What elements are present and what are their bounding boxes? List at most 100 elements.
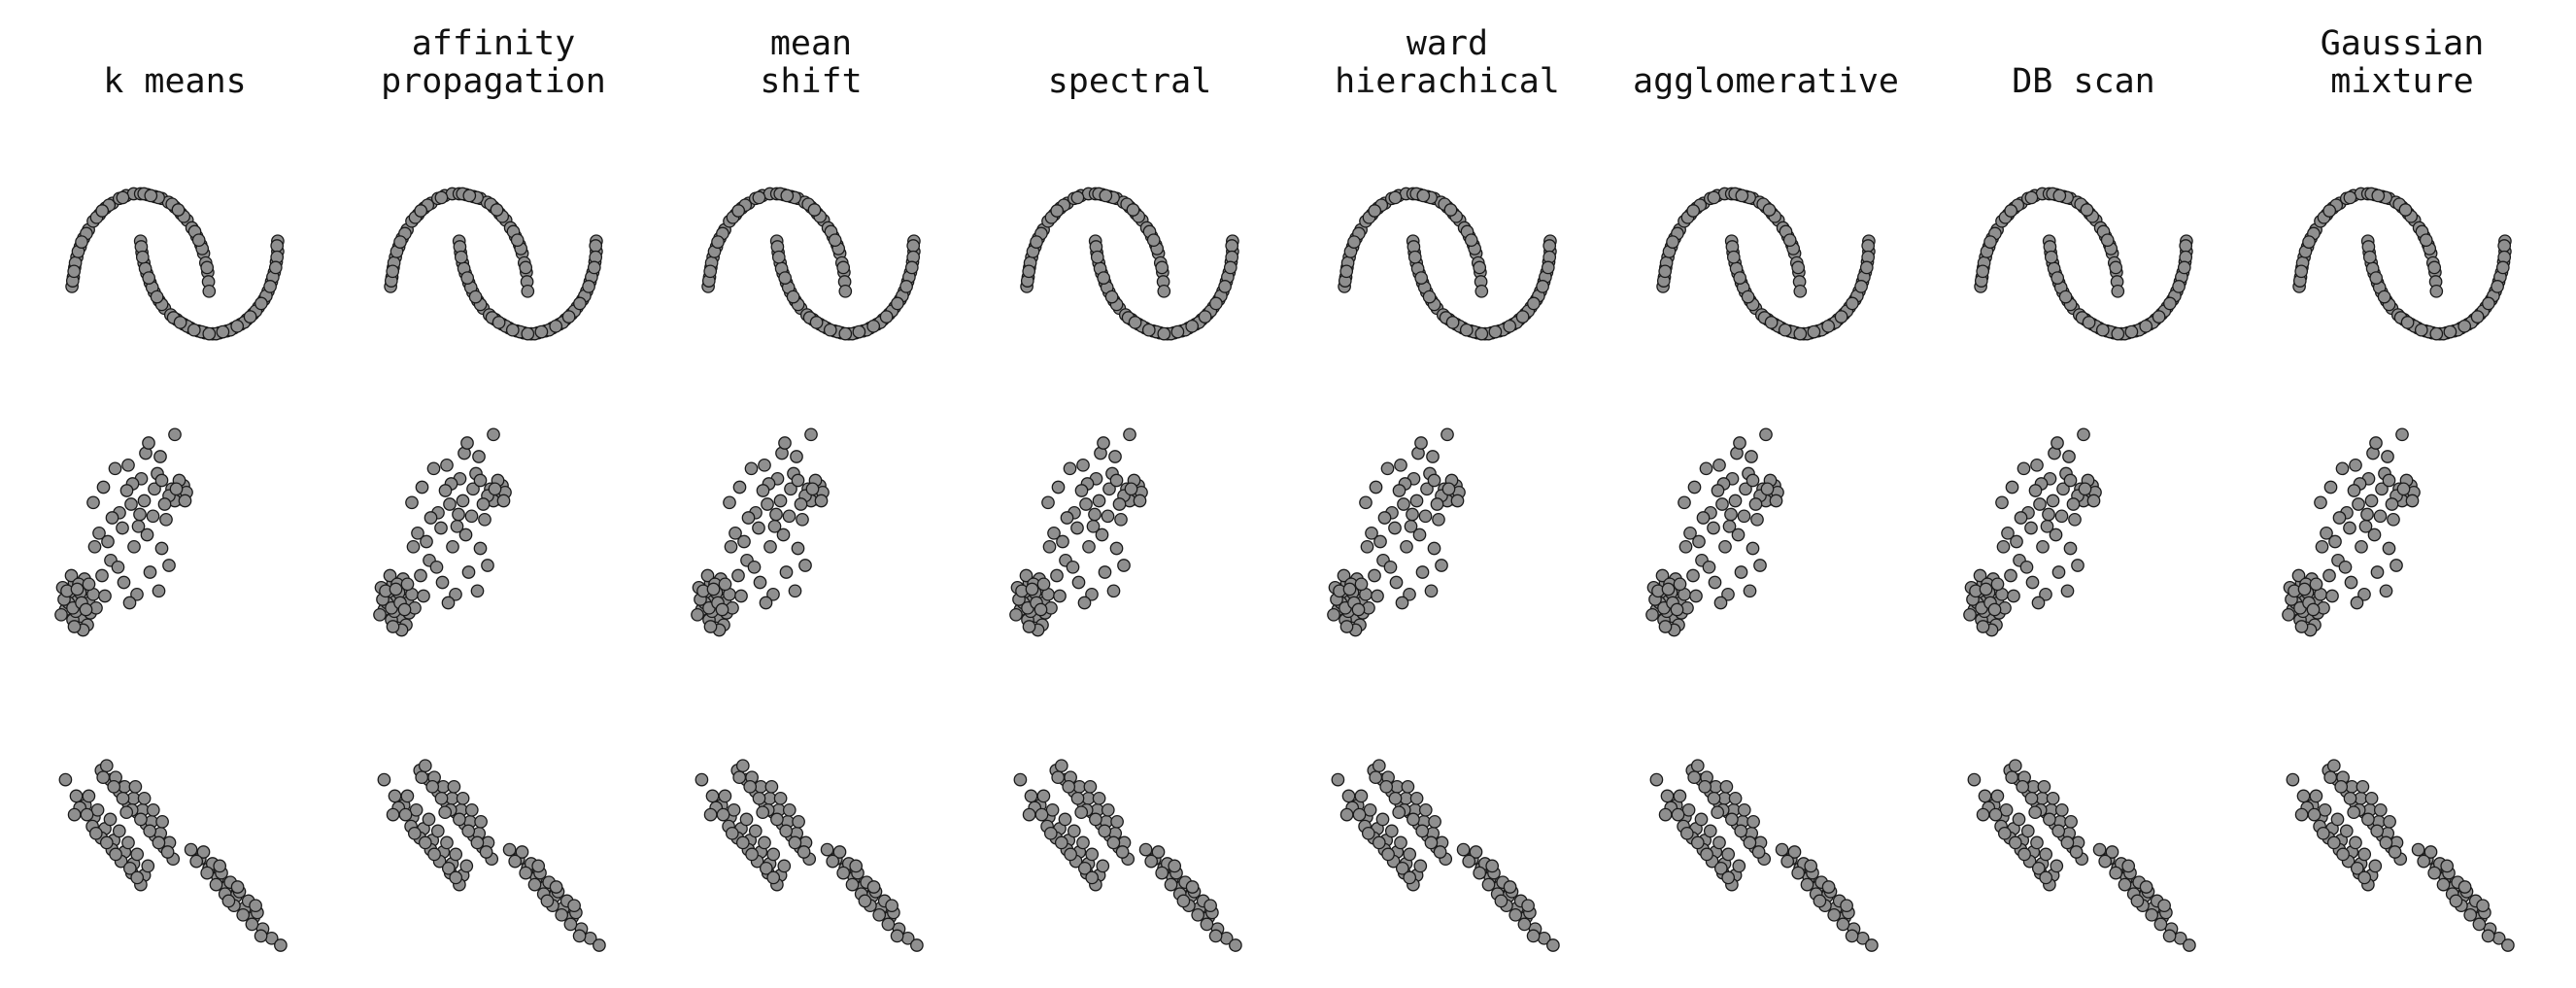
scatter-point	[103, 812, 118, 827]
scatter-point	[1840, 899, 1853, 913]
scatter-point	[1748, 497, 1763, 511]
scatter-point	[2379, 835, 2393, 850]
scatter-point	[2066, 497, 2081, 511]
scatter-point	[745, 847, 759, 862]
scatter-point	[2414, 323, 2428, 337]
scatter-point	[2339, 824, 2354, 838]
scatter-point	[2051, 436, 2064, 450]
scatter-point	[1713, 861, 1728, 875]
scatter-point	[2370, 565, 2385, 579]
scatter-point	[2051, 824, 2066, 838]
scatter-point	[191, 233, 206, 248]
scatter-point	[1070, 791, 1085, 805]
scatter-point	[397, 602, 412, 617]
scatter-panel	[2286, 759, 2515, 952]
column-title-line: ward	[1407, 24, 1488, 63]
scatter-point	[732, 770, 747, 785]
scatter-point	[1690, 835, 1705, 850]
scatter-point	[2326, 835, 2341, 850]
scatter-point	[58, 772, 73, 787]
scatter-point	[2036, 539, 2050, 554]
scatter-point	[1739, 482, 1752, 496]
scatter-point	[142, 436, 155, 450]
scatter-point	[488, 482, 502, 496]
scatter-point	[1997, 826, 2012, 840]
scatter-point	[1074, 805, 1089, 820]
scatter-point	[1070, 190, 1085, 205]
scatter-point	[759, 861, 773, 875]
scatter-point	[763, 539, 777, 554]
scatter-point	[2286, 772, 2300, 787]
scatter-point	[2364, 494, 2379, 508]
scatter-point	[2024, 791, 2039, 805]
scatter-point	[143, 565, 157, 579]
scatter-point	[1546, 938, 1560, 952]
scatter-point	[443, 497, 457, 511]
scatter-point	[1541, 260, 1555, 275]
scatter-point	[1666, 235, 1679, 249]
scatter-point	[1354, 577, 1369, 592]
scatter-point	[427, 847, 441, 862]
scatter-point	[1176, 894, 1191, 908]
scatter-point	[743, 779, 758, 794]
scatter-point	[1368, 568, 1381, 583]
scatter-point	[1352, 807, 1367, 822]
scatter-point	[2476, 899, 2490, 913]
scatter-point	[1791, 260, 1806, 275]
scatter-point	[2383, 814, 2396, 829]
scatter-point	[1415, 565, 1430, 579]
column-title-line: affinity	[412, 24, 576, 63]
scatter-point	[1168, 859, 1182, 873]
scatter-point	[718, 577, 732, 592]
scatter-point	[1655, 568, 1670, 583]
scatter-point	[1764, 316, 1779, 329]
scatter-point	[2068, 512, 2082, 527]
scatter-point	[1368, 204, 1382, 218]
scatter-point	[1859, 260, 1874, 275]
scatter-point	[1678, 495, 1691, 510]
scatter-point	[761, 497, 774, 511]
scatter-point	[202, 326, 217, 341]
scatter-point	[200, 866, 215, 880]
scatter-point	[1110, 814, 1124, 829]
scatter-point	[116, 521, 129, 535]
scatter-point	[1056, 534, 1069, 549]
scatter-point	[95, 568, 109, 583]
scatter-point	[2427, 866, 2442, 880]
scatter-point	[1198, 310, 1212, 324]
scatter-point	[1800, 877, 1814, 892]
scatter-point	[1527, 296, 1541, 311]
scatter-point	[1067, 824, 1081, 838]
scatter-point	[1737, 509, 1751, 524]
scatter-point	[1967, 772, 1982, 787]
scatter-point	[1089, 812, 1102, 827]
column-title-line: k means	[103, 62, 247, 101]
scatter-point	[92, 526, 106, 540]
scatter-point	[141, 859, 155, 873]
scatter-point	[910, 938, 924, 952]
scatter-point	[1331, 772, 1345, 787]
scatter-point	[1371, 589, 1384, 603]
scatter-point	[2352, 497, 2365, 511]
scatter-point	[1973, 568, 1987, 583]
scatter-point	[2291, 568, 2306, 583]
scatter-point	[814, 494, 829, 508]
scatter-point	[2373, 509, 2388, 524]
scatter-point	[2328, 534, 2342, 549]
scatter-point	[2356, 779, 2370, 794]
scatter-point	[148, 482, 161, 496]
scatter-point	[1416, 188, 1431, 203]
scatter-point	[1733, 271, 1747, 285]
scatter-point	[572, 929, 587, 943]
scatter-point	[784, 482, 797, 496]
scatter-point	[1542, 239, 1557, 253]
scatter-point	[146, 802, 160, 817]
scatter-point	[1661, 582, 1676, 596]
scatter-point	[2020, 824, 2035, 838]
scatter-point	[2030, 835, 2044, 850]
scatter-point	[2400, 316, 2415, 329]
scatter-point	[430, 824, 445, 838]
scatter-point	[1347, 235, 1361, 249]
scatter-point	[798, 559, 812, 572]
scatter-point	[130, 870, 145, 885]
